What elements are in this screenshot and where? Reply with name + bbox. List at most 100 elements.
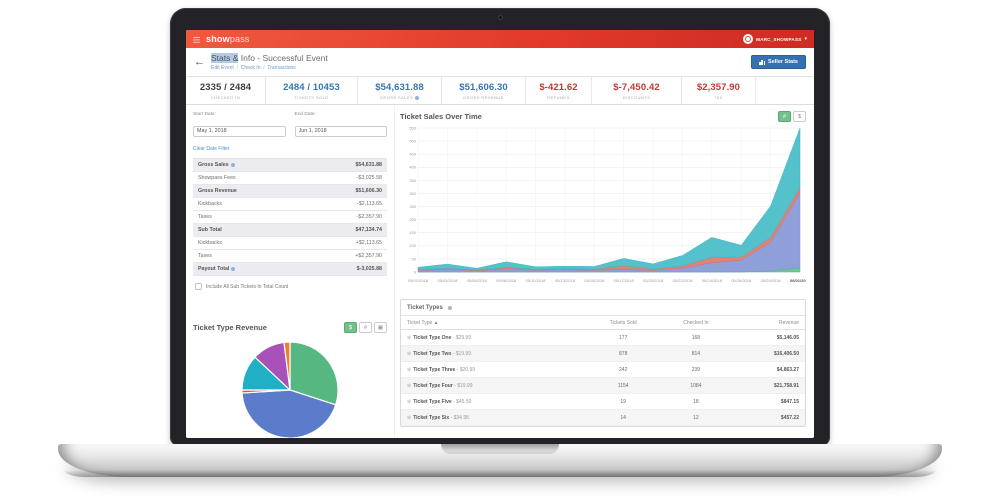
financial-summary: Gross Sales $54,631.88 Showpass Fees -$3,02… [193, 158, 387, 276]
pie-slice-extra[interactable] [283, 341, 291, 391]
stat-gross-revenue: $51,606.30 GROSS REVENUE [442, 77, 526, 104]
end-date-label: End Date: [294, 112, 316, 117]
sub-tickets-checkbox-row: Include All Sub Tickets In Total Count [195, 283, 385, 290]
breadcrumb-transactions[interactable]: Transactions [267, 64, 296, 71]
tickets-sold-cell: 19 [586, 393, 660, 410]
svg-text:05/20/2018: 05/20/2018 [643, 278, 664, 283]
info-icon[interactable] [231, 266, 236, 271]
svg-text:05/24/2018: 05/24/2018 [702, 278, 723, 283]
start-date-input[interactable] [193, 125, 286, 137]
column-header-tickets-sold[interactable]: Tickets Sold [586, 316, 660, 330]
expand-icon[interactable]: ⊕ [407, 334, 412, 341]
pie-slice-ticket-type-one[interactable] [289, 341, 339, 406]
breadcrumb-edit-event[interactable]: Edit Event [211, 64, 234, 71]
user-menu[interactable]: MARC_SHOWPASS ▾ [743, 34, 807, 44]
back-arrow-icon[interactable]: ← [194, 55, 205, 68]
logo-light: pass [229, 34, 250, 44]
sub-tickets-checkbox-label: Include All Sub Tickets In Total Count [206, 283, 289, 290]
expand-icon[interactable]: ⊕ [407, 382, 412, 389]
stats-bars-icon [759, 59, 766, 65]
ticket-price: - $20.99 [455, 366, 476, 373]
area-series-teal [417, 127, 801, 271]
laptop-base [58, 444, 942, 477]
checked-in-cell: 168 [659, 329, 733, 346]
checked-in-cell: 239 [659, 361, 733, 378]
expand-icon[interactable]: ⊕ [407, 350, 412, 357]
svg-text:250: 250 [409, 204, 416, 209]
timechart-dollars-toggle[interactable]: $ [793, 111, 806, 122]
clear-date-filter-link[interactable]: Clear Date Filter [193, 146, 230, 152]
tickets-sold-cell: 1154 [586, 377, 660, 394]
summary-row-kickbacks: Kickbacks -$2,113.65 [193, 198, 387, 211]
info-icon[interactable] [230, 162, 235, 167]
ticket-row-ticket-type-six[interactable]: ⊕ Ticket Type Six - $34.95 14 12 $457.22 [401, 409, 805, 426]
ticket-sales-area-chart: 0 50 100 150 200 250 300 350 400 450 500 550 05/01/2… [408, 125, 811, 283]
ticket-name-cell: ⊕ Ticket Type Six - $34.95 [401, 409, 587, 426]
svg-text:05/06/2018: 05/06/2018 [467, 278, 488, 283]
stat-gross-sales: $54,631.88 GROSS SALES [358, 77, 442, 104]
ticket-price: - $34.95 [449, 414, 469, 421]
summary-row-showpass-fees: Showpass Fees -$3,025.58 [193, 172, 387, 185]
webcam [498, 15, 503, 20]
logo-bold: show [206, 34, 230, 44]
summary-label: Payout Total [198, 266, 236, 272]
page-subheader: ← Stats & Info - Successful Event Edit E… [186, 48, 814, 77]
ticket-row-ticket-type-five[interactable]: ⊕ Ticket Type Five - $45.50 19 18 $847.15 [401, 393, 805, 410]
checked-in-cell: 814 [659, 345, 733, 362]
ticket-price: - $19.99 [452, 382, 473, 389]
stat-label: TICKETS SOLD [294, 95, 329, 100]
hamburger-menu-icon[interactable] [193, 36, 200, 39]
pie-dollars-toggle[interactable]: $ [344, 322, 357, 333]
svg-text:400: 400 [409, 165, 416, 170]
svg-text:500: 500 [409, 138, 416, 143]
ticket-row-ticket-type-two[interactable]: ⊕ Ticket Type Two - $19.99 878 814 $16,406.5… [401, 345, 805, 362]
summary-label: Taxes [198, 214, 212, 220]
ticket-row-ticket-type-four[interactable]: ⊕ Ticket Type Four - $19.99 1154 1084 $21,75… [401, 377, 805, 394]
column-header-revenue[interactable]: Revenue [732, 316, 805, 330]
svg-text:350: 350 [409, 178, 416, 183]
stat-label: REFUNDS [547, 95, 570, 100]
ticket-name-cell: ⊕ Ticket Type Five - $45.50 [401, 393, 587, 410]
summary-value: $47,134.74 [355, 227, 382, 233]
expand-icon[interactable]: ⊕ [407, 398, 412, 405]
breadcrumb-check-in[interactable]: Check In [240, 64, 261, 71]
info-icon[interactable] [415, 95, 420, 100]
summary-row-gross-sales: Gross Sales $54,631.88 [193, 159, 387, 172]
svg-text:200: 200 [409, 217, 416, 222]
pie-count-toggle[interactable]: # [359, 322, 372, 333]
summary-label: Taxes [198, 253, 212, 259]
seller-stats-button[interactable]: Seller Stats [751, 55, 806, 69]
start-date-field: Start Date: [193, 112, 286, 137]
summary-value: $-3,025.88 [356, 266, 382, 272]
ticket-name-cell: ⊕ Ticket Type Three - $20.99 [401, 361, 587, 378]
ticket-name-cell: ⊕ Ticket Type Four - $19.99 [401, 377, 587, 394]
stat-label: CHECKED IN [210, 95, 241, 100]
info-icon[interactable] [447, 305, 452, 310]
ticket-name-cell: ⊕ Ticket Type One - $29.99 [401, 329, 587, 346]
ticket-row-ticket-type-three[interactable]: ⊕ Ticket Type Three - $20.99 242 239 $4,863.… [401, 361, 805, 378]
ticket-types-title: Ticket Types [407, 304, 443, 311]
column-header-checked-in[interactable]: Checked In [659, 316, 733, 330]
showpass-logo[interactable]: showpass [206, 34, 250, 44]
sub-tickets-checkbox[interactable] [195, 283, 202, 290]
avatar-ring-icon [745, 36, 752, 42]
timechart-count-toggle[interactable]: # [778, 111, 791, 122]
column-header-ticket-type[interactable]: Ticket Type ▲ [401, 316, 587, 330]
pie-bar-chart-toggle[interactable]: ▦ [374, 322, 387, 333]
stat-value: 2335 / 2484 [199, 82, 252, 93]
expand-icon[interactable]: ⊕ [407, 414, 412, 421]
end-date-input[interactable] [294, 125, 387, 137]
ticket-types-panel: Ticket Types Ticket Type ▲ Tickets Sold Ch… [400, 299, 806, 427]
summary-row-payout-total: Payout Total $-3,025.88 [193, 263, 387, 276]
svg-text:550: 550 [409, 125, 416, 130]
svg-text:05/10/2018: 05/10/2018 [526, 278, 547, 283]
user-name: MARC_SHOWPASS [756, 36, 802, 42]
checked-in-cell: 12 [659, 409, 733, 426]
summary-value: -$3,025.58 [356, 175, 382, 181]
ticket-name: Ticket Type Six [413, 414, 450, 421]
ticket-types-table: Ticket Type ▲ Tickets Sold Checked In Reven… [401, 316, 805, 426]
expand-icon[interactable]: ⊕ [407, 366, 412, 373]
ticket-row-ticket-type-one[interactable]: ⊕ Ticket Type One - $29.99 177 168 $5,146.05 [401, 329, 805, 346]
ticket-name: Ticket Type Five [413, 398, 452, 405]
pie-slice-ticket-type-two[interactable] [241, 389, 337, 438]
